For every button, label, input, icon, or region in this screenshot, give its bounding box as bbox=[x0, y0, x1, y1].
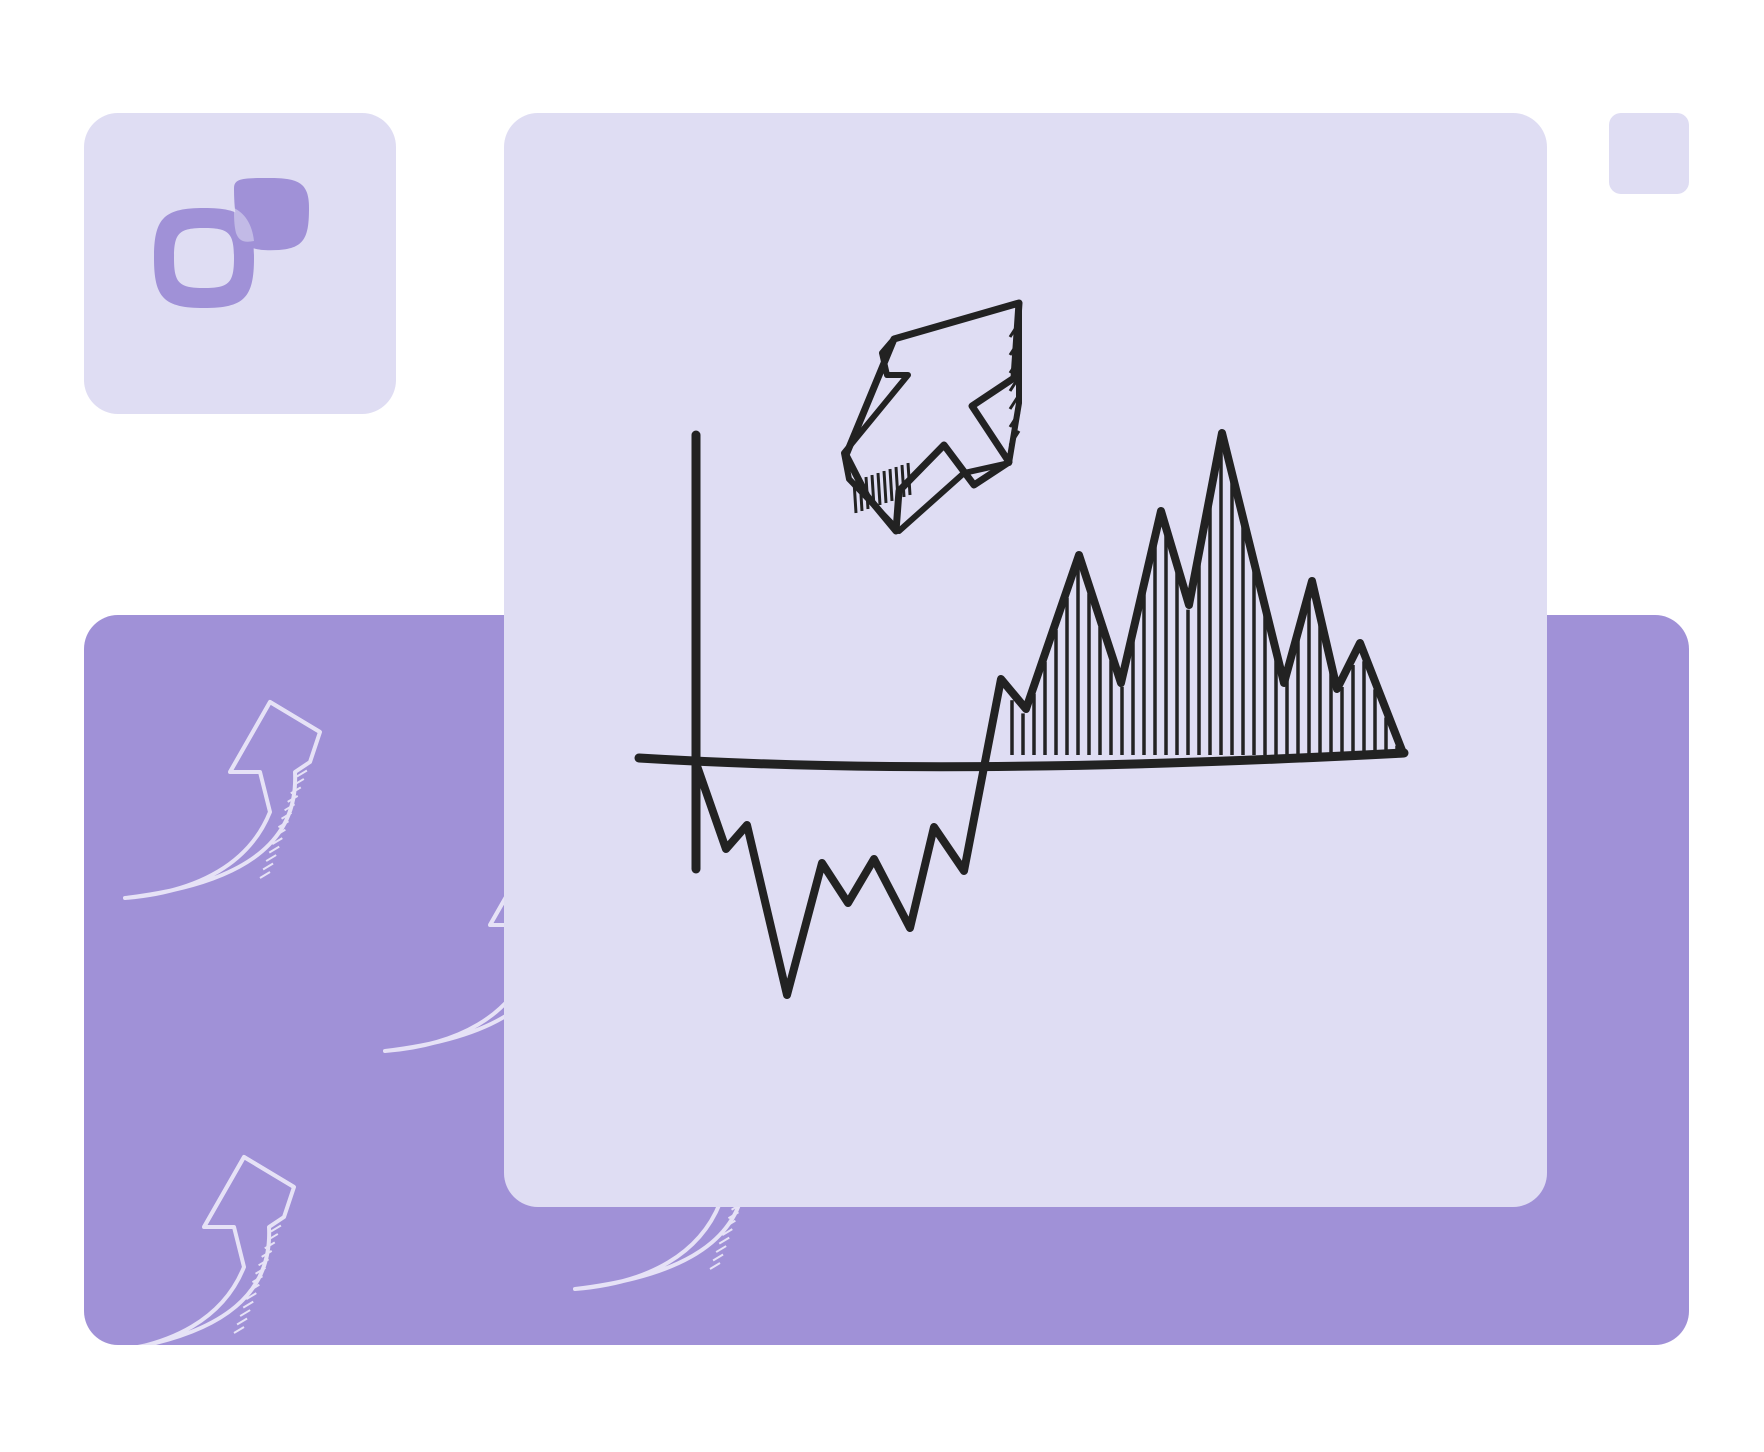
logo-card bbox=[84, 113, 396, 414]
curved-up-arrow-icon bbox=[136, 1155, 296, 1345]
logo-front-ring bbox=[154, 208, 254, 308]
mini-tile bbox=[1609, 113, 1689, 194]
curved-up-arrow-icon bbox=[123, 700, 322, 900]
logo-back-shape bbox=[234, 178, 309, 251]
overlapping-squares-logo-icon bbox=[154, 178, 309, 308]
logo-overlap bbox=[234, 208, 254, 242]
graph-card bbox=[504, 113, 1547, 1207]
up-right-arrow-icon bbox=[841, 299, 1023, 535]
sketch-graph-illustration bbox=[634, 299, 1409, 999]
fluctuating-line-graph-icon bbox=[634, 429, 1409, 999]
